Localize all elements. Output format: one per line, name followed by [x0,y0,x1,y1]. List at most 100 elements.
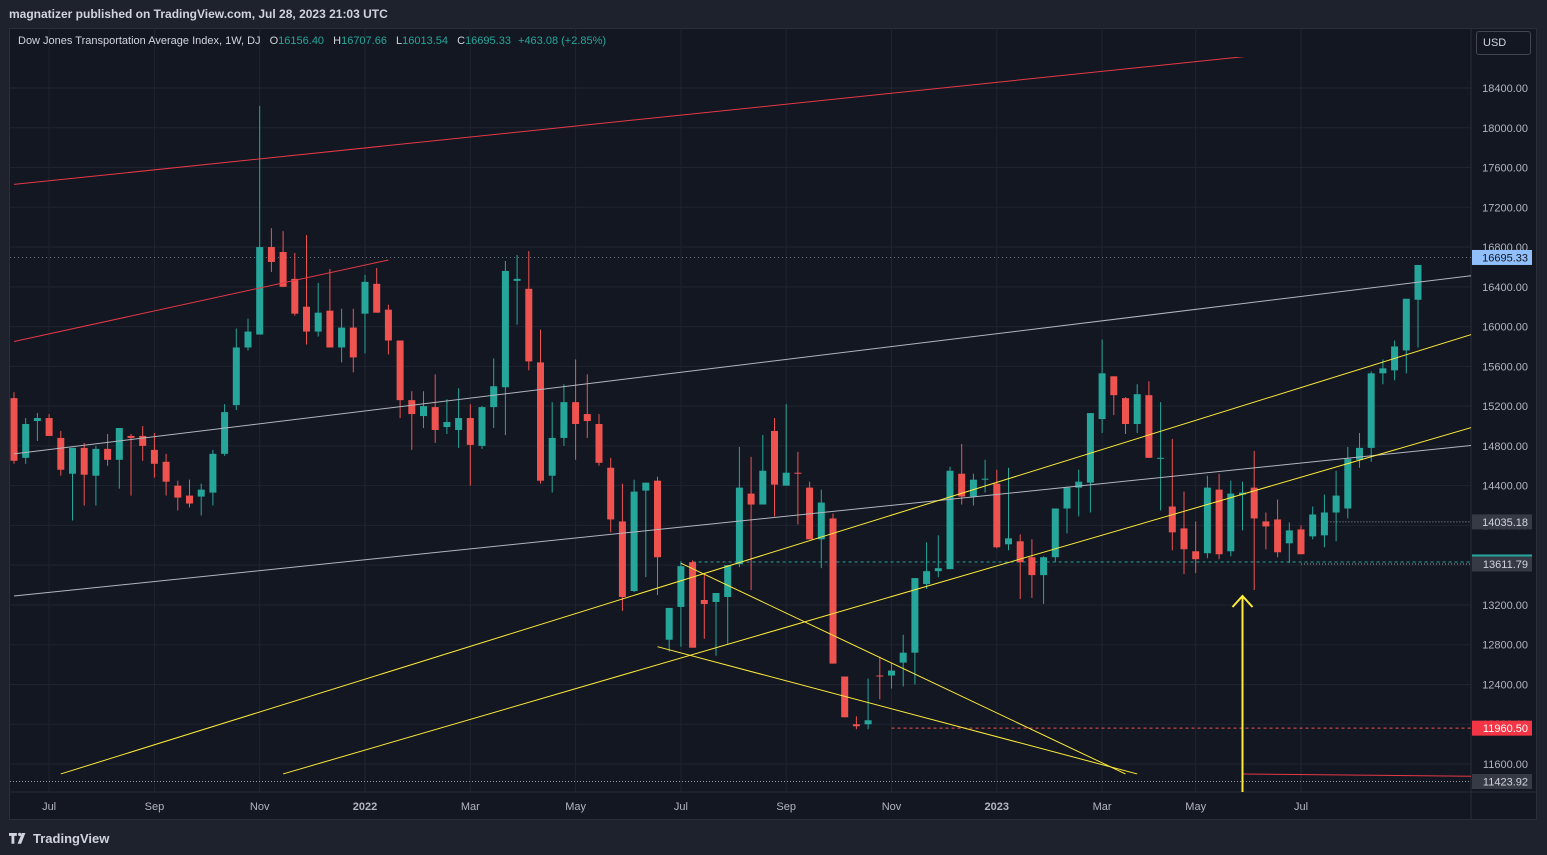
candle-up[interactable] [1403,299,1410,351]
candle-down[interactable] [467,418,474,445]
candle-down[interactable] [408,400,415,414]
candle-up[interactable] [560,402,567,438]
candle-up[interactable] [759,471,766,505]
candle-up[interactable] [1333,496,1340,513]
candle-down[interactable] [303,307,310,332]
candle-down[interactable] [654,481,661,558]
candle-down[interactable] [128,436,135,438]
candle-up[interactable] [982,479,989,480]
candle-down[interactable] [385,310,392,341]
candle-up[interactable] [783,473,790,486]
candle-down[interactable] [537,362,544,480]
candle-down[interactable] [1028,557,1035,575]
candle-up[interactable] [1087,413,1094,483]
candle-down[interactable] [830,518,837,663]
candle-down[interactable] [1192,551,1199,559]
candle-down[interactable] [771,431,778,485]
candle-down[interactable] [81,448,88,475]
candle-down[interactable] [689,562,696,647]
candle-up[interactable] [1227,494,1234,552]
candle-up[interactable] [1356,448,1363,460]
candle-up[interactable] [256,247,263,334]
candle-up[interactable] [736,488,743,565]
candle-down[interactable] [46,418,53,436]
candle-down[interactable] [397,341,404,401]
candle-down[interactable] [1274,519,1281,552]
candle-up[interactable] [1134,394,1141,424]
candle-up[interactable] [69,448,76,474]
candle-down[interactable] [1169,507,1176,533]
candle-up[interactable] [502,271,509,387]
candle-up[interactable] [1379,368,1386,373]
candle-down[interactable] [596,424,603,463]
candle-up[interactable] [514,279,521,281]
candle-up[interactable] [888,671,895,676]
candle-down[interactable] [1262,521,1269,526]
candle-down[interactable] [794,473,801,474]
candle-up[interactable] [116,428,123,460]
candle-up[interactable] [338,328,345,348]
candle-down[interactable] [373,284,380,313]
candle-up[interactable] [455,418,462,430]
candle-down[interactable] [1145,395,1152,458]
candle-up[interactable] [34,418,41,421]
candle-down[interactable] [584,414,591,421]
candle-up[interactable] [209,454,216,493]
candle-up[interactable] [666,608,673,640]
candle-down[interactable] [993,484,1000,548]
candle-up[interactable] [479,407,486,446]
candle-up[interactable] [198,490,205,497]
candle-down[interactable] [163,462,170,482]
candle-up[interactable] [549,438,556,476]
candle-up[interactable] [947,471,954,569]
candle-down[interactable] [607,468,614,520]
candle-up[interactable] [677,566,684,607]
candle-up[interactable] [713,593,720,602]
candle-down[interactable] [1110,376,1117,395]
candle-up[interactable] [443,422,450,427]
candle-up[interactable] [818,503,825,540]
candle-up[interactable] [233,347,240,405]
candle-up[interactable] [1286,530,1293,543]
candle-up[interactable] [935,568,942,571]
candle-down[interactable] [701,600,708,604]
candle-up[interactable] [642,483,649,491]
candle-down[interactable] [748,494,755,505]
candle-down[interactable] [151,450,158,464]
candle-down[interactable] [572,402,579,424]
candle-down[interactable] [268,247,275,262]
candle-up[interactable] [1099,373,1106,419]
trend-line-yellow-descending[interactable] [681,563,1126,774]
candle-down[interactable] [1216,490,1223,555]
candle-up[interactable] [221,412,228,454]
candle-up[interactable] [362,282,369,314]
candle-up[interactable] [315,313,322,332]
candle-up[interactable] [1157,458,1164,459]
candle-up[interactable] [1204,488,1211,554]
candle-down[interactable] [11,398,18,461]
candle-up[interactable] [1368,373,1375,448]
candle-down[interactable] [1181,528,1188,549]
candle-up[interactable] [1321,512,1328,535]
trend-line-gray-upper[interactable] [14,255,1547,454]
candle-down[interactable] [1298,529,1305,554]
candle-up[interactable] [1005,538,1012,544]
candle-down[interactable] [1251,488,1258,519]
candle-down[interactable] [1122,398,1129,424]
candle-down[interactable] [291,279,298,314]
candle-down[interactable] [876,676,883,677]
candle-up[interactable] [1064,488,1071,509]
candle-up[interactable] [420,406,427,416]
candle-up[interactable] [245,332,252,348]
candle-down[interactable] [853,724,860,726]
candle-down[interactable] [57,438,64,470]
candle-up[interactable] [1040,557,1047,575]
candle-up[interactable] [900,653,907,663]
candle-down[interactable] [186,496,193,504]
candle-down[interactable] [525,289,532,362]
trend-line-gray-lower[interactable] [14,428,1547,596]
candle-up[interactable] [923,571,930,584]
candle-up[interactable] [970,480,977,497]
candle-up[interactable] [631,492,638,591]
